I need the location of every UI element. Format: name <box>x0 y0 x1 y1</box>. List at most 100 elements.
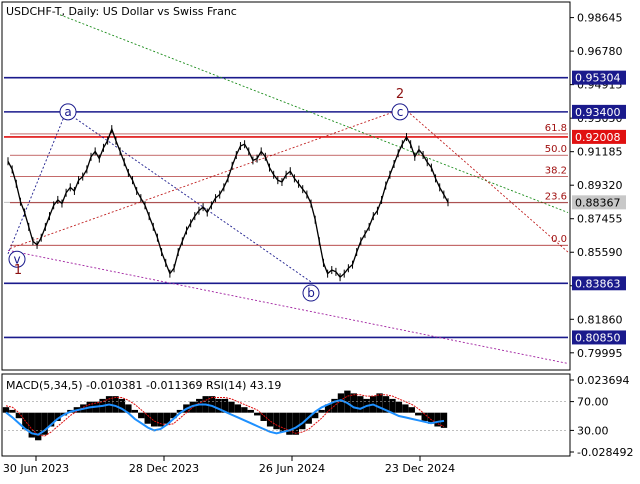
wave-label-text: b <box>307 286 315 300</box>
macd-bar <box>2 407 10 413</box>
macd-bar <box>138 412 145 419</box>
level-label-text: 0.88367 <box>575 196 621 209</box>
y-tick-label: 0.98645 <box>577 12 623 25</box>
indicator-series-group <box>2 390 568 441</box>
y-tick-label: 0.79995 <box>577 347 623 360</box>
macd-bar <box>221 398 229 413</box>
macd-bar <box>324 404 332 413</box>
macd-bar <box>144 412 151 424</box>
wave-label-circle <box>391 103 409 121</box>
macd-bar <box>434 412 441 427</box>
macd-bar <box>41 412 48 435</box>
fib-level-label: 0.0 <box>551 234 567 245</box>
wave-label-text: c <box>397 105 404 119</box>
level-label-box <box>572 276 626 291</box>
macd-bar <box>112 396 119 413</box>
macd-bar <box>389 398 396 413</box>
main-panel-frame <box>1 1 571 371</box>
macd-bar <box>215 398 222 413</box>
macd-bar <box>376 393 383 413</box>
macd-bar <box>47 412 55 427</box>
macd-bar <box>241 407 248 413</box>
fib-level-label: 50.0 <box>545 144 567 155</box>
level-label-text: 0.92008 <box>575 131 621 144</box>
level-label-box <box>572 70 626 85</box>
wave-label-text: a <box>64 105 71 119</box>
macd-bar <box>415 412 422 416</box>
macd-bar <box>196 398 203 413</box>
macd-bar <box>402 404 409 413</box>
indicator-title: MACD(5,34,5) -0.010381 -0.011369 RSI(14)… <box>6 379 281 392</box>
wave-label-text: 1 <box>14 263 22 278</box>
macd-bar <box>312 412 319 419</box>
wave-label-circle <box>8 250 26 268</box>
y-tick-label: 0.85590 <box>577 246 623 259</box>
green-trendline <box>59 14 569 213</box>
macd-bar <box>266 412 274 427</box>
macd-bar <box>337 393 345 413</box>
macd-bar <box>350 393 357 413</box>
x-tick-label: 26 Jun 2024 <box>259 462 325 475</box>
x-tick-label: 30 Jun 2023 <box>3 462 69 475</box>
level-label-text: 0.83863 <box>575 277 621 290</box>
x-axis-ticks: 30 Jun 2023 28 Dec 2023 26 Jun 2024 23 Dec … <box>3 456 455 475</box>
fib-level-label: 61.8 <box>545 123 567 134</box>
macd-bar <box>408 407 415 413</box>
macd-bar <box>440 412 448 428</box>
macd-bar <box>35 412 42 441</box>
indicator-tick-label: 70.00 <box>577 396 609 409</box>
level-label-box <box>572 195 626 210</box>
red-target-trendline <box>403 107 569 253</box>
fib-level-label: 23.6 <box>545 192 567 203</box>
macd-bar <box>150 412 158 427</box>
y-tick-label: 0.81860 <box>577 313 623 326</box>
macd-bar <box>254 412 261 416</box>
macd-bar <box>176 409 184 413</box>
macd-bar <box>234 404 242 413</box>
macd-bar <box>421 412 428 421</box>
level-label-text: 0.93400 <box>575 106 621 119</box>
purple-channel-line <box>7 249 569 364</box>
macd-bar <box>318 409 325 413</box>
y-tick-label: 0.87455 <box>577 213 623 226</box>
level-label-text: 0.95304 <box>575 72 621 85</box>
rsi-line <box>5 399 445 436</box>
macd-bar <box>9 409 16 413</box>
macd-bar <box>118 398 126 413</box>
red-wave-trendline <box>9 107 405 249</box>
wave-label-text: v <box>13 252 20 266</box>
level-price-labels: 0.95304 0.93400 0.92008 0.88367 0.83863 0.808… <box>572 70 626 345</box>
x-tick-label: 23 Dec 2024 <box>385 462 455 475</box>
macd-bar <box>170 412 177 419</box>
wave-label-text: 2 <box>396 87 404 102</box>
indicator-y-ticks: 0.023694 70.00 30.00 -0.028492 <box>570 374 633 459</box>
macd-bar <box>357 396 364 413</box>
level-label-box <box>572 129 626 144</box>
macd-bar <box>131 409 138 413</box>
indicator-tick-label: 0.023694 <box>577 374 630 387</box>
wave-labels-group: a b c v1 2 <box>8 87 409 302</box>
blue-impulse-line <box>7 111 67 255</box>
main-overlay-lines <box>4 14 569 364</box>
blue-correction-line <box>65 111 313 283</box>
macd-bar <box>247 409 254 413</box>
macd-bar <box>427 412 435 424</box>
indicator-tick-label: 30.00 <box>577 424 609 437</box>
macd-bar <box>292 412 300 435</box>
macd-bar <box>208 396 216 413</box>
level-label-box <box>572 104 626 119</box>
fib-level-label: 38.2 <box>545 165 567 176</box>
macd-bar <box>163 412 171 424</box>
y-tick-label: 0.89320 <box>577 179 623 192</box>
macd-bar <box>286 412 293 435</box>
macd-bar <box>28 412 35 438</box>
indicator-panel-frame <box>1 373 571 457</box>
indicator-tick-label: -0.028492 <box>577 446 633 459</box>
macd-bar <box>15 412 23 419</box>
macd-bar <box>125 404 132 413</box>
macd-bar <box>157 412 164 427</box>
macd-bar <box>395 401 403 413</box>
macd-bar <box>228 401 235 413</box>
